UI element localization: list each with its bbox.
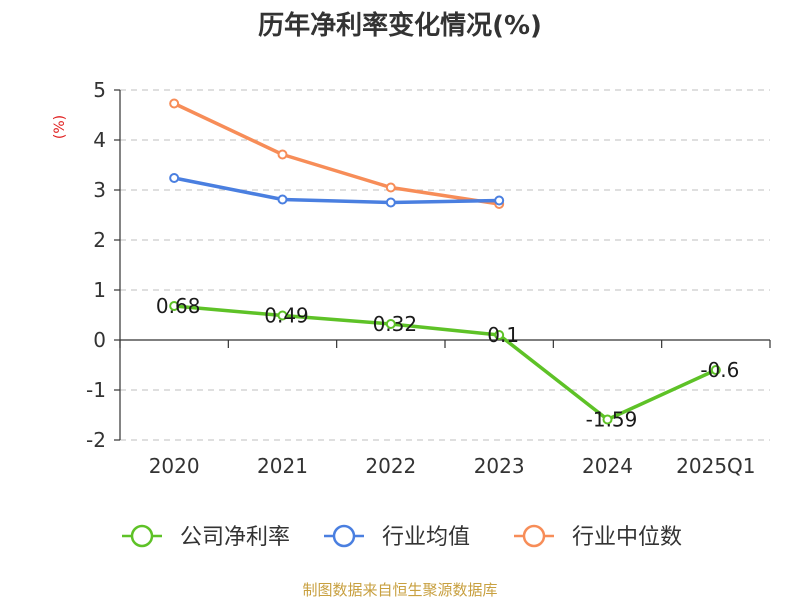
data-point[interactable] [602,414,613,425]
data-point[interactable] [494,330,505,340]
data-point[interactable] [169,301,180,311]
data-label: 0.49 [264,304,309,328]
axes: 5 4 3 2 1 0 -1 -2 2020 2021 2022 2023 2024 2025Q1 [86,78,771,478]
y-tick-label: 5 [93,78,106,102]
series-line [172,176,501,205]
y-axis-unit: (%) [52,115,68,139]
legend-item[interactable]: 行业中位数 [514,524,682,550]
y-tick-label: -1 [86,378,106,402]
legend-label: 行业中位数 [572,525,682,550]
series-line [172,101,501,206]
data-label: -1.59 [586,408,638,432]
x-tick-label: 2021 [257,454,308,478]
legend-item[interactable]: 行业均值 [324,524,470,550]
x-tick-label: 2023 [474,454,525,478]
y-tick-label: 1 [93,278,106,302]
data-labels: 0.68 0.49 0.32 0.1 -1.59 -0.6 [156,294,739,432]
x-tick-label: 2025Q1 [676,454,755,478]
data-point[interactable] [277,194,288,205]
x-tick-label: 2024 [582,454,633,478]
chart-title: 历年净利率变化情况(%) [258,10,542,41]
legend-swatch-marker [522,524,546,548]
legend-item[interactable]: 公司净利率 [122,524,290,550]
data-point[interactable] [385,319,396,329]
legend-label: 行业均值 [382,525,470,550]
data-point[interactable] [710,365,721,375]
data-point[interactable] [169,98,180,109]
grid-lines [120,89,770,441]
legend-label: 公司净利率 [180,525,290,550]
data-point[interactable] [169,173,180,183]
data-point[interactable] [494,195,505,206]
legend-swatch-marker [130,524,154,548]
y-tick-label: 3 [93,178,106,202]
data-label: 0.32 [373,312,418,336]
series-line [172,304,718,422]
data-point[interactable] [385,182,396,193]
data-label: -0.6 [700,358,739,382]
x-tick-label: 2020 [149,454,200,478]
data-point[interactable] [385,197,396,208]
data-point[interactable] [277,149,288,160]
source-note: 制图数据来自恒生聚源数据库 [302,581,497,599]
legend-swatch-marker [332,524,356,548]
series-lines [169,98,721,425]
x-tick-label: 2022 [365,454,416,478]
data-point[interactable] [277,310,288,321]
legend[interactable]: 公司净利率 行业均值 行业中位数 [122,524,682,550]
data-label: 0.1 [487,323,519,347]
y-tick-label: 0 [93,328,106,352]
data-label: 0.68 [156,294,201,318]
y-tick-label: -2 [86,428,106,452]
y-tick-label: 4 [93,128,106,152]
y-tick-label: 2 [93,228,106,252]
